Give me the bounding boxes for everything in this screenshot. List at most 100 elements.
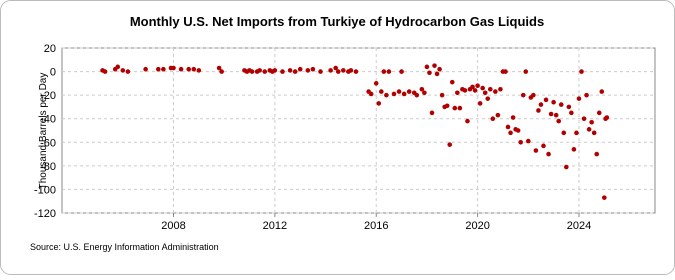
- data-point: [353, 69, 359, 74]
- data-point: [475, 83, 480, 89]
- data-point: [447, 142, 453, 147]
- data-point: [432, 63, 437, 68]
- data-point: [161, 66, 166, 72]
- data-point: [477, 101, 483, 106]
- y-axis-label: Thousand Barrels per Day: [38, 73, 49, 190]
- data-point: [386, 69, 392, 74]
- data-point: [581, 116, 587, 122]
- data-point: [538, 102, 544, 107]
- data-point: [465, 118, 470, 124]
- data-point: [531, 92, 536, 98]
- data-point: [523, 69, 529, 74]
- data-point: [424, 64, 430, 70]
- data-point: [564, 164, 569, 170]
- data-point: [510, 115, 516, 120]
- data-point: [292, 69, 298, 74]
- data-point: [498, 86, 503, 92]
- data-point: [318, 69, 323, 74]
- data-point: [191, 66, 197, 72]
- data-point: [419, 86, 425, 92]
- data-point: [401, 91, 407, 97]
- data-point: [396, 89, 402, 94]
- data-point: [596, 110, 602, 116]
- source-note: Source: U.S. Energy Information Administ…: [30, 242, 219, 252]
- data-point: [536, 108, 541, 113]
- data-point: [399, 69, 404, 74]
- data-point: [376, 101, 382, 106]
- plot-area: [61, 47, 656, 214]
- data-point: [604, 115, 610, 120]
- data-point: [470, 84, 475, 90]
- data-point: [480, 85, 485, 91]
- data-point: [556, 118, 562, 124]
- data-point: [439, 92, 445, 98]
- data-point: [505, 124, 511, 130]
- data-point: [490, 116, 496, 122]
- data-point: [548, 111, 554, 117]
- data-point: [594, 151, 600, 157]
- data-point: [368, 91, 374, 97]
- x-tick-label: 2008: [161, 220, 185, 232]
- data-point: [543, 97, 549, 103]
- data-point: [102, 69, 108, 74]
- data-point: [533, 148, 539, 153]
- data-point: [333, 65, 338, 71]
- data-point: [186, 66, 192, 72]
- data-point: [262, 69, 268, 74]
- y-tick-label: -20: [40, 90, 56, 102]
- data-point: [414, 92, 420, 98]
- data-point: [427, 70, 432, 76]
- data-point: [155, 66, 161, 72]
- data-point: [508, 130, 513, 136]
- data-point: [503, 69, 508, 74]
- data-point: [272, 68, 278, 73]
- x-tick-label: 2020: [465, 220, 489, 232]
- data-point: [280, 69, 285, 74]
- data-point: [462, 88, 468, 93]
- x-tick-label: 2024: [567, 220, 591, 232]
- data-point: [384, 92, 389, 98]
- data-point: [599, 89, 605, 94]
- data-point: [297, 66, 303, 72]
- data-point: [455, 90, 460, 96]
- data-point: [602, 195, 607, 200]
- data-point: [472, 88, 478, 93]
- data-point: [493, 89, 498, 94]
- data-point: [406, 89, 412, 94]
- data-point: [449, 79, 455, 85]
- y-tick-label: -120: [34, 208, 56, 220]
- data-point: [586, 127, 592, 132]
- data-point: [178, 66, 184, 72]
- data-point: [482, 90, 488, 96]
- data-point: [422, 90, 427, 96]
- data-point: [589, 119, 594, 125]
- data-point: [457, 105, 463, 111]
- data-point: [574, 130, 579, 136]
- data-point: [373, 81, 379, 86]
- data-point: [576, 96, 582, 101]
- data-point: [340, 68, 346, 73]
- data-point: [310, 66, 316, 72]
- data-point: [551, 99, 556, 105]
- data-point: [381, 69, 387, 74]
- data-point: [558, 102, 564, 107]
- data-point: [495, 112, 501, 118]
- y-tick-label: -40: [40, 114, 56, 126]
- data-point: [196, 68, 202, 73]
- data-point: [434, 71, 440, 77]
- data-point: [553, 112, 559, 118]
- data-point: [566, 104, 572, 110]
- data-point: [525, 138, 531, 144]
- data-point: [143, 66, 148, 72]
- data-point: [452, 105, 458, 111]
- data-point: [541, 143, 546, 149]
- data-point: [518, 139, 523, 145]
- x-tick-label: 2016: [364, 220, 388, 232]
- data-point: [171, 65, 176, 71]
- data-point: [328, 68, 333, 73]
- y-tick-label: 20: [44, 43, 56, 55]
- data-point: [569, 110, 574, 116]
- data-point: [348, 68, 354, 73]
- data-point: [520, 92, 526, 98]
